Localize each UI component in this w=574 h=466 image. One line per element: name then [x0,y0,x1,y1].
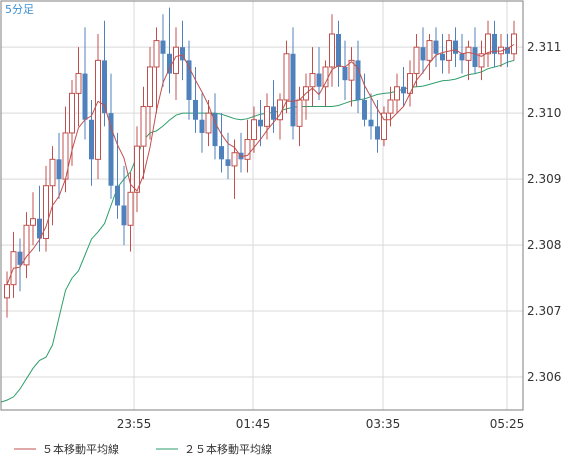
candle-body-down [225,159,231,166]
candle-body-up [205,112,212,134]
grid-layer [1,1,523,410]
candle-body-up [251,119,257,141]
candle-body-up [4,284,10,299]
legend: ５本移動平均線 ２５本移動平均線 [14,442,272,456]
candle-body-up [413,46,420,75]
candle-body-down [342,66,348,81]
y-tick-label: 2.310 [527,106,561,120]
candle-body-down [115,185,120,206]
candle-body-down [219,146,224,160]
candle-body-up [465,46,472,61]
x-tick-label: 01:45 [236,417,271,431]
candle-body-up [153,40,160,68]
candle-body-down [180,47,185,61]
candle-body-down [108,113,114,186]
axis-labels: 2.311 2.310 2.309 2.308 2.307 2.306 23:55 01:45… [117,40,562,431]
plot-frame [0,0,524,411]
candle-body-down [472,47,478,67]
candle-body-down [37,218,42,239]
ma5-layer [6,44,515,285]
candle-body-up [309,73,316,88]
candle-body-down [160,40,166,54]
candle-body-up [43,185,49,239]
candle-body-up [231,152,238,167]
candle-body-up [387,99,394,114]
candle-body-down [290,53,296,127]
candle-body-up [244,139,251,160]
y-tick-label: 2.311 [527,40,561,54]
candle-body-up [296,99,303,127]
candle-body-down [258,119,263,127]
candle-body-down [193,99,198,120]
candle-body-up [49,158,56,187]
candle-body-down [362,99,367,120]
candle-body-down [368,119,374,127]
candle-body-down [336,33,341,67]
candle-body-down [401,86,406,94]
ma25-line [0,59,515,403]
candle-body-down [56,159,62,180]
ma5-line [6,44,515,285]
candle-body-down [453,40,458,54]
candle-body-up [30,218,36,226]
candle-body-down [316,73,322,87]
candle-body-down [420,47,426,61]
candle-body-down [433,40,439,54]
candle-body-down [167,53,172,74]
legend-ma5-label: ５本移動平均線 [42,442,119,456]
ma25-layer [0,59,515,403]
candle-body-down [121,205,127,226]
candle-body-down [492,33,497,54]
x-tick-label: 05:25 [490,417,525,431]
candle-body-up [127,191,134,226]
candle-body-up [75,73,82,94]
candle-body-up [329,33,335,68]
candle-body-up [381,112,387,141]
x-tick-label: 03:35 [366,417,401,431]
candle-body-up [23,224,30,266]
candle-body-up [511,33,517,55]
candle-body-up [147,66,153,108]
candle-body-up [478,53,485,68]
candle-body-down [459,53,465,61]
candle-body-down [102,60,107,114]
candles-layer [4,7,517,318]
candle-body-down [89,119,94,160]
candle-body-up [134,145,140,193]
candle-body-down [199,119,205,133]
candle-body-up [485,33,491,55]
candle-body-down [355,60,361,100]
candle-body-up [264,106,270,127]
candle-body-down [17,251,23,265]
candle-body-up [140,106,147,147]
candle-body-up [394,86,400,101]
candle-body-down [375,126,380,140]
candle-body-down [505,47,510,54]
candle-body-down [440,53,445,61]
candle-body-up [95,59,101,160]
candle-body-up [283,53,290,101]
candle-body-up [426,40,433,61]
candle-body-down [212,113,218,147]
x-tick-label: 23:55 [117,417,152,431]
candle-body-down [271,106,276,120]
y-tick-label: 2.307 [527,304,561,318]
candle-body-up [348,59,355,81]
candle-body-up [69,92,75,134]
legend-ma25-label: ２５本移動平均線 [184,442,272,456]
candle-body-down [186,60,192,100]
y-tick-label: 2.308 [527,238,561,252]
y-tick-label: 2.306 [527,370,561,384]
y-tick-label: 2.309 [527,172,561,186]
timeframe-label: 5分足 [5,3,34,16]
candle-body-down [82,73,88,120]
